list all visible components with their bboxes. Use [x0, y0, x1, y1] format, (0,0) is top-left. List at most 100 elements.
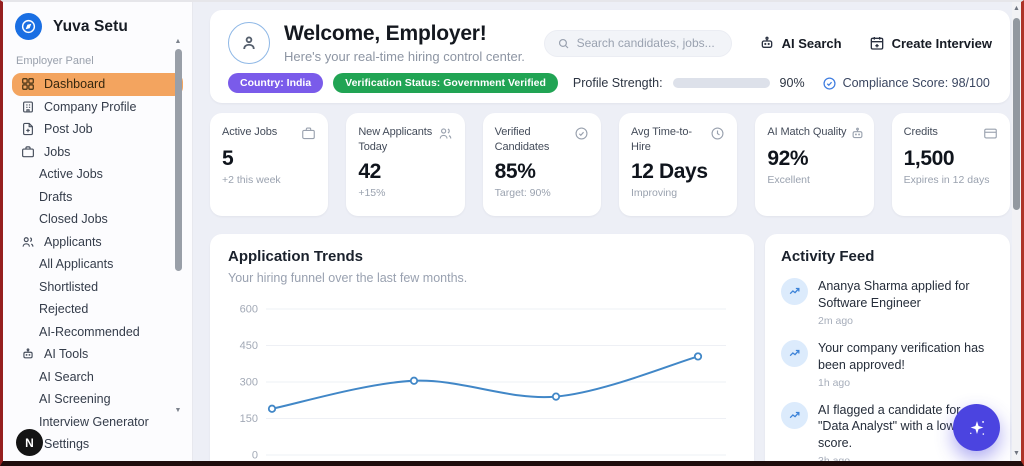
stat-label: New Applicants Today	[358, 126, 433, 153]
sidebar-item-label: Closed Jobs	[39, 212, 108, 227]
stat-label: AI Match Quality	[767, 126, 847, 138]
sidebar-item-label: Rejected	[39, 302, 89, 317]
chart-title: Application Trends	[228, 248, 364, 265]
sparkles-icon	[966, 417, 988, 439]
main-scrollbar-thumb[interactable]	[1013, 18, 1020, 210]
sidebar-item-login[interactable]: Login	[12, 456, 183, 461]
n-badge-label: N	[25, 435, 34, 450]
header-card: Welcome, Employer! Here's your real-time…	[210, 10, 1010, 103]
sidebar-item-label: Interview Generator	[39, 414, 149, 429]
sidebar-item-label: Company Profile	[44, 99, 137, 114]
brand: Yuva Setu	[3, 2, 192, 46]
search-icon	[557, 37, 570, 50]
main-scrollbar[interactable]: ▲ ▼	[1012, 2, 1021, 461]
sidebar-item-applicants[interactable]: Applicants	[12, 231, 183, 254]
list-item[interactable]: Your company verification has been appro…	[781, 339, 994, 389]
scroll-down-icon[interactable]: ▼	[174, 407, 182, 414]
scroll-up-icon[interactable]: ▲	[174, 38, 182, 45]
ai-search-label: AI Search	[781, 35, 842, 51]
list-item[interactable]: AI flagged a candidate for "Data Analyst…	[781, 401, 994, 461]
sidebar-item-ai-recommended[interactable]: AI-Recommended	[12, 321, 183, 344]
verification-badge: Verification Status: Government Verified	[333, 73, 558, 93]
stat-value: 42	[358, 160, 381, 184]
n-widget-badge[interactable]: N	[16, 429, 43, 456]
page-subtitle: Here's your real-time hiring control cen…	[284, 49, 525, 64]
stat-label: Active Jobs	[222, 126, 278, 138]
search-box[interactable]	[543, 29, 732, 57]
employer-avatar	[228, 22, 270, 64]
users-icon	[21, 235, 35, 249]
stat-value: 12 Days	[631, 160, 708, 184]
stat-sub: +2 this week	[222, 174, 281, 186]
sidebar-nav: Dashboard Company Profile Post Job Jobs …	[3, 73, 192, 461]
stat-sub: Expires in 12 days	[903, 174, 990, 186]
ai-search-button[interactable]: AI Search	[759, 35, 842, 51]
stat-card-credits: Credits 1,500 Expires in 12 days	[891, 113, 1010, 216]
sidebar-item-label: Active Jobs	[39, 167, 103, 182]
feed-time: 2m ago	[818, 314, 854, 327]
main-content: Welcome, Employer! Here's your real-time…	[193, 2, 1021, 461]
sidebar-item-label: AI Tools	[44, 347, 89, 362]
svg-text:0: 0	[252, 450, 258, 462]
sidebar-item-company-profile[interactable]: Company Profile	[12, 96, 183, 119]
list-item[interactable]: Ananya Sharma applied for Software Engin…	[781, 278, 994, 327]
credit-card-icon	[983, 126, 998, 141]
create-interview-label: Create Interview	[891, 35, 992, 51]
sidebar-item-post-job[interactable]: Post Job	[12, 118, 183, 141]
sidebar-item-all-applicants[interactable]: All Applicants	[12, 253, 183, 276]
compass-icon	[15, 13, 42, 40]
building-icon	[21, 100, 35, 114]
svg-text:150: 150	[240, 413, 258, 425]
stats-row: Active Jobs 5 +2 this week New Applicant…	[210, 113, 1010, 216]
sidebar-item-label: Shortlisted	[39, 279, 99, 294]
scroll-up-icon[interactable]: ▲	[1013, 5, 1020, 12]
users-icon	[438, 126, 453, 154]
stat-label: Verified Candidates	[494, 126, 550, 153]
stat-value: 1,500	[903, 147, 955, 170]
stat-card-ai-match-quality: AI Match Quality 92% Excellent	[755, 113, 874, 216]
stat-card-verified-candidates: Verified Candidates 85% Target: 90%	[482, 113, 601, 216]
stat-card-avg-time-to-hire: Avg Time-to-Hire 12 Days Improving	[619, 113, 738, 216]
sidebar-item-ai-search[interactable]: AI Search	[12, 366, 183, 389]
profile-strength-bar	[672, 78, 770, 88]
profile-strength-value: 90%	[779, 76, 805, 90]
sidebar-item-shortlisted[interactable]: Shortlisted	[12, 276, 183, 299]
trend-up-icon	[781, 278, 808, 305]
sidebar-item-jobs[interactable]: Jobs	[12, 141, 183, 164]
compliance-score-label: Compliance Score: 98/100	[842, 76, 990, 90]
sidebar-item-closed-jobs[interactable]: Closed Jobs	[12, 208, 183, 231]
briefcase-icon	[301, 126, 316, 141]
sidebar-scrollbar-thumb[interactable]	[174, 49, 182, 271]
sidebar-item-active-jobs[interactable]: Active Jobs	[12, 163, 183, 186]
bot-icon	[759, 35, 775, 51]
stat-sub: Excellent	[767, 174, 810, 186]
sidebar-item-ai-tools[interactable]: AI Tools	[12, 343, 183, 366]
ai-assistant-fab[interactable]	[953, 404, 1000, 451]
briefcase-icon	[21, 145, 35, 159]
create-interview-button[interactable]: Create Interview	[869, 35, 992, 51]
sidebar-item-ai-screening[interactable]: AI Screening	[12, 388, 183, 411]
sidebar-item-drafts[interactable]: Drafts	[12, 186, 183, 209]
stat-sub: Improving	[631, 187, 678, 200]
sidebar: Yuva Setu Employer Panel Dashboard Compa…	[3, 2, 193, 461]
sidebar-item-label: Post Job	[44, 122, 93, 137]
svg-text:450: 450	[240, 340, 258, 352]
stat-value: 92%	[767, 147, 809, 170]
sidebar-item-dashboard[interactable]: Dashboard	[12, 73, 183, 96]
user-icon	[21, 460, 35, 461]
feed-text: Ananya Sharma applied for Software Engin…	[818, 279, 970, 310]
sidebar-item-interview-generator[interactable]: Interview Generator	[12, 411, 183, 434]
sidebar-scrollbar[interactable]: ▲ ▼	[174, 38, 182, 414]
svg-text:300: 300	[240, 377, 258, 389]
stat-label: Avg Time-to-Hire	[631, 126, 692, 153]
search-input[interactable]	[576, 36, 719, 50]
activity-feed-title: Activity Feed	[781, 248, 875, 265]
sidebar-item-rejected[interactable]: Rejected	[12, 298, 183, 321]
stat-value: 85%	[494, 160, 536, 184]
application-trends-card: Application Trends Your hiring funnel ov…	[210, 234, 754, 461]
application-trends-chart: 0 150 300 450 600	[240, 304, 726, 462]
grid-icon	[21, 77, 35, 91]
scroll-down-icon[interactable]: ▼	[1013, 450, 1020, 457]
sidebar-item-label: All Applicants	[39, 257, 114, 272]
brand-name: Yuva Setu	[53, 17, 128, 35]
